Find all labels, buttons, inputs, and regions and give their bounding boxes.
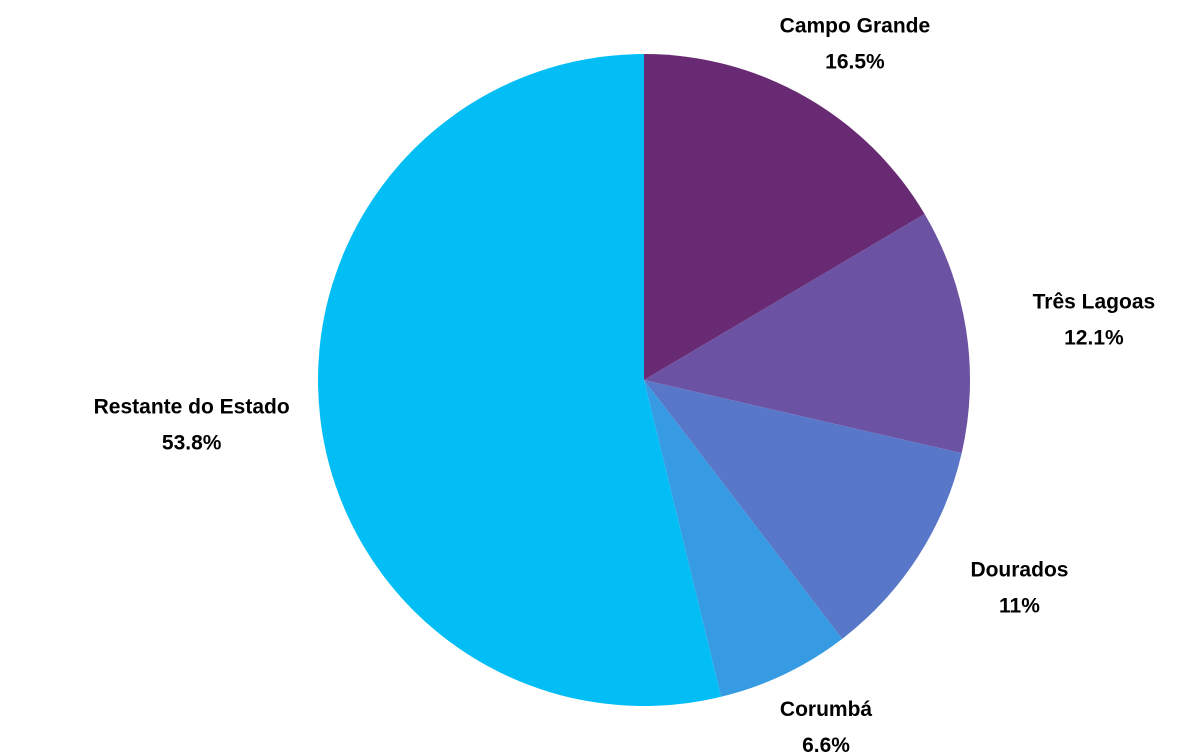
pie-slice: [644, 380, 843, 697]
slice-label: Dourados: [970, 558, 1068, 581]
slice-label: Corumbá: [780, 698, 872, 721]
slice-label: Três Lagoas: [1033, 290, 1156, 313]
slice-label: Campo Grande: [780, 14, 931, 37]
pie-slice: [644, 54, 925, 380]
slice-value-label: 53.8%: [162, 432, 222, 455]
slice-value-label: 11%: [999, 594, 1040, 617]
slice-label: Restante do Estado: [94, 396, 290, 419]
pie-slice: [317, 54, 722, 707]
pie-slice: [644, 214, 970, 454]
slice-value-label: 12.1%: [1064, 326, 1124, 349]
pie-slice: [644, 380, 962, 639]
slice-value-label: 16.5%: [825, 50, 885, 73]
slice-value-label: 6.6%: [802, 734, 850, 754]
